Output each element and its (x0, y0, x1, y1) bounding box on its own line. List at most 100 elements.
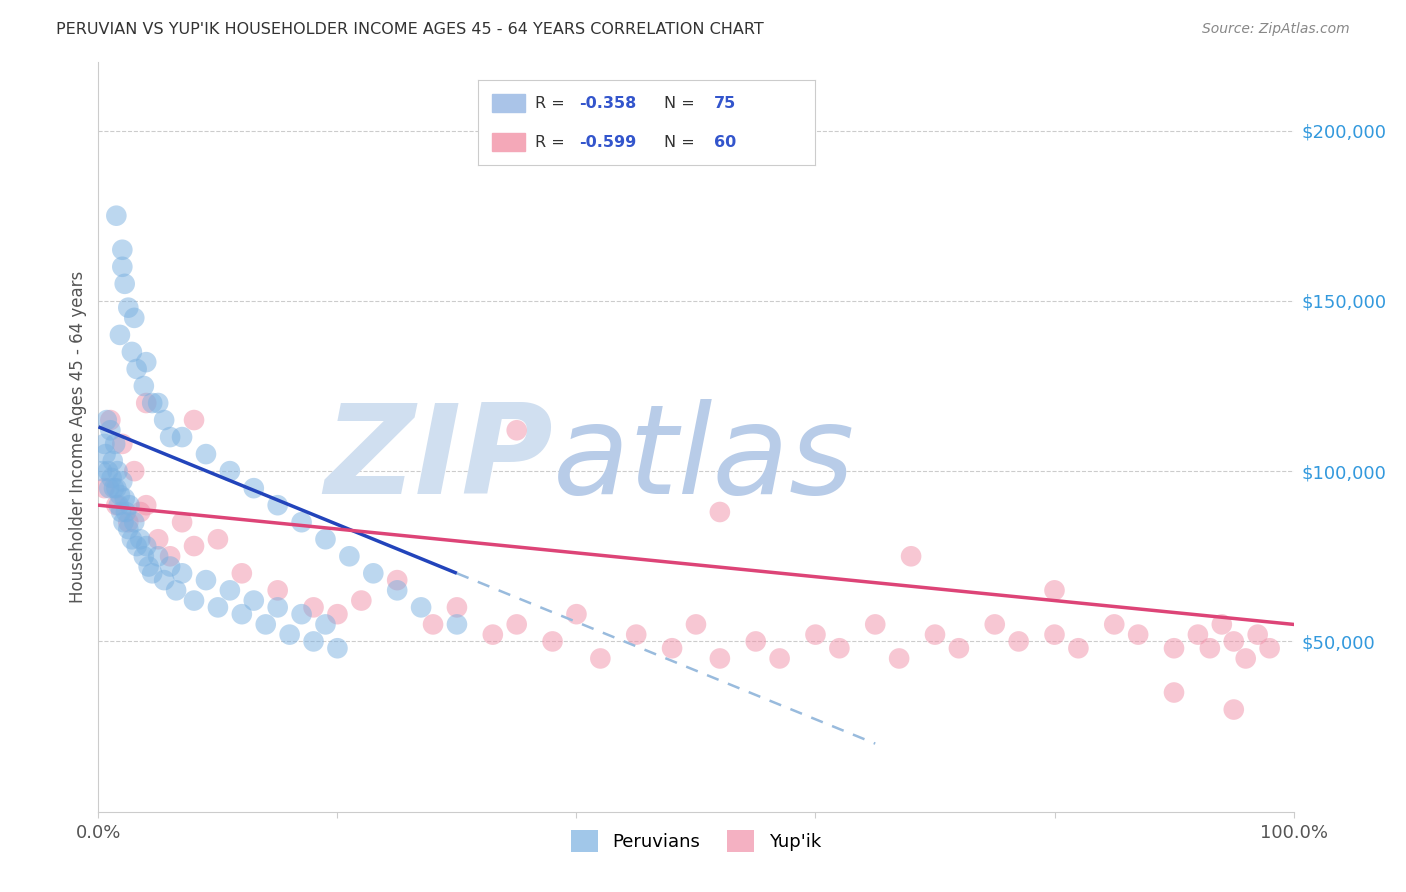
Point (1223, 702, 1246, 716)
Point (709, 651, 731, 665)
Point (363, 566, 385, 581)
Point (828, 641, 851, 656)
Text: N =: N = (664, 135, 700, 150)
Point (121, 345, 143, 359)
Point (948, 641, 970, 656)
Point (291, 607, 314, 622)
Text: atlas: atlas (553, 399, 855, 520)
Point (159, 549, 181, 564)
Point (326, 641, 349, 656)
Point (446, 617, 468, 632)
Point (1234, 651, 1257, 665)
Point (446, 600, 468, 615)
Point (243, 481, 266, 495)
Point (94, 447, 117, 461)
Point (172, 515, 194, 529)
Point (195, 447, 218, 461)
Point (183, 413, 205, 427)
Point (148, 396, 170, 410)
Point (172, 566, 194, 581)
Text: R =: R = (536, 135, 571, 150)
Point (135, 498, 157, 512)
Point (124, 464, 146, 478)
Point (984, 617, 1007, 632)
Point (302, 634, 325, 648)
Point (135, 396, 157, 410)
Point (1104, 617, 1126, 632)
Point (889, 651, 911, 665)
Point (111, 260, 134, 274)
Point (745, 634, 768, 648)
Point (183, 539, 205, 553)
Point (804, 627, 827, 641)
Point (104, 437, 127, 451)
Text: -0.599: -0.599 (579, 135, 637, 150)
Point (97, 464, 120, 478)
Bar (492, 94, 526, 112)
Point (1043, 583, 1066, 598)
Point (709, 505, 731, 519)
Point (114, 491, 136, 506)
Point (105, 209, 128, 223)
Point (291, 515, 314, 529)
Point (115, 505, 138, 519)
Point (159, 430, 181, 444)
Point (98, 423, 122, 437)
Point (107, 464, 129, 478)
Point (339, 549, 361, 564)
Point (195, 573, 218, 587)
Point (1187, 627, 1209, 641)
Point (93, 437, 115, 451)
Point (111, 243, 134, 257)
Point (107, 498, 129, 512)
Point (135, 355, 157, 369)
Point (118, 498, 141, 512)
Text: Source: ZipAtlas.com: Source: ZipAtlas.com (1202, 22, 1350, 37)
Point (153, 413, 176, 427)
Point (278, 627, 301, 641)
Point (231, 566, 253, 581)
Text: 75: 75 (714, 95, 737, 111)
Bar (492, 133, 526, 152)
Point (1163, 685, 1185, 699)
Point (326, 607, 349, 622)
Point (103, 481, 125, 495)
Point (385, 573, 409, 587)
Point (1008, 634, 1031, 648)
Point (231, 607, 253, 622)
Point (1247, 627, 1270, 641)
Point (138, 559, 160, 574)
Point (132, 549, 155, 564)
Point (207, 600, 229, 615)
Point (91, 464, 114, 478)
Point (243, 593, 266, 607)
Point (411, 600, 433, 615)
Point (1163, 641, 1185, 656)
Point (589, 651, 612, 665)
Point (1067, 641, 1090, 656)
Point (626, 627, 648, 641)
Point (117, 522, 139, 536)
Point (117, 515, 139, 529)
Point (315, 533, 337, 547)
Point (148, 549, 170, 564)
Point (506, 423, 529, 437)
Text: R =: R = (536, 95, 571, 111)
Point (108, 488, 131, 502)
Point (207, 533, 229, 547)
Point (267, 600, 290, 615)
Text: PERUVIAN VS YUP'IK HOUSEHOLDER INCOME AGES 45 - 64 YEARS CORRELATION CHART: PERUVIAN VS YUP'IK HOUSEHOLDER INCOME AG… (56, 22, 763, 37)
Point (141, 396, 163, 410)
Point (267, 583, 290, 598)
Point (129, 533, 152, 547)
Point (661, 641, 683, 656)
Point (111, 475, 134, 489)
Text: 60: 60 (714, 135, 737, 150)
Point (105, 498, 128, 512)
Point (98, 481, 121, 495)
Point (112, 515, 135, 529)
Text: N =: N = (664, 95, 700, 111)
Point (900, 549, 922, 564)
Point (302, 600, 325, 615)
Point (172, 430, 194, 444)
